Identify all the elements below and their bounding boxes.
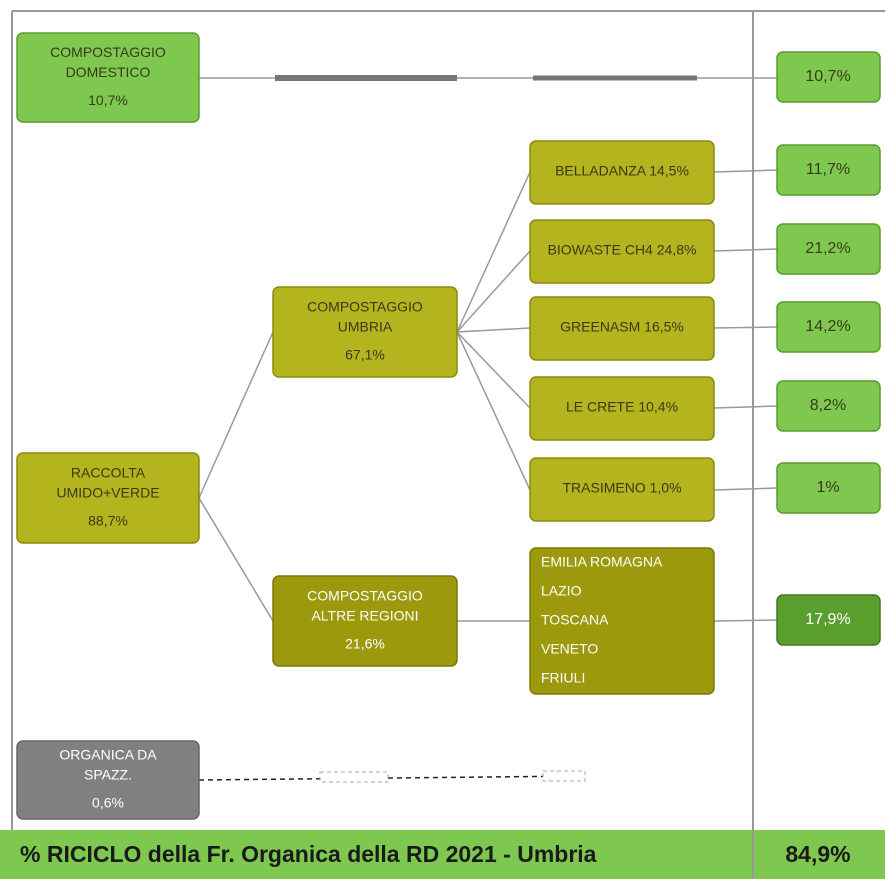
node-label: COMPOSTAGGIO: [50, 44, 166, 60]
plant-label: BELLADANZA 14,5%: [555, 163, 689, 179]
node-label: UMBRIA: [338, 319, 393, 335]
region-label: TOSCANA: [541, 612, 609, 628]
box: [529, 219, 715, 284]
plant-label: LE CRETE 10,4%: [566, 399, 678, 415]
result-label: 14,2%: [805, 318, 850, 335]
node-label: COMPOSTAGGIO: [307, 588, 423, 604]
box: [16, 32, 200, 123]
box: [776, 462, 881, 514]
node-label: 0,6%: [92, 795, 124, 811]
result-label: 11,7%: [806, 161, 850, 178]
node-label: UMIDO+VERDE: [56, 485, 159, 501]
node-label: COMPOSTAGGIO: [307, 299, 423, 315]
region-label: VENETO: [541, 641, 598, 657]
node-label: 67,1%: [345, 347, 385, 363]
connectors: [198, 75, 778, 783]
result-label: 21,2%: [805, 240, 850, 257]
region-label: FRIULI: [541, 670, 585, 686]
box: [529, 457, 715, 522]
node-label: 88,7%: [88, 513, 128, 529]
node-label: SPAZZ.: [84, 767, 132, 783]
region-label: EMILIA ROMAGNA: [541, 554, 663, 570]
box: [272, 575, 458, 667]
result-label: 10,7%: [805, 68, 850, 85]
box: [776, 51, 881, 103]
footer-banner: [0, 830, 885, 879]
result-label: 17,9%: [805, 611, 850, 628]
box: [776, 380, 881, 432]
box: [776, 594, 881, 646]
plant-label: TRASIMENO 1,0%: [562, 480, 681, 496]
node-label: 21,6%: [345, 636, 385, 652]
node-label: ORGANICA DA: [59, 747, 157, 763]
node-label: DOMESTICO: [66, 64, 151, 80]
result-label: 1%: [816, 479, 839, 496]
box: [16, 740, 200, 820]
footer-title: % RICICLO della Fr. Organica della RD 20…: [20, 841, 597, 867]
footer-value: 84,9%: [785, 841, 850, 867]
box: [529, 376, 715, 441]
box: [776, 223, 881, 275]
box: [776, 301, 881, 353]
result-label: 8,2%: [810, 397, 846, 414]
node-label: ALTRE REGIONI: [311, 608, 418, 624]
box: [529, 140, 715, 205]
box: [776, 144, 881, 196]
node-label: 10,7%: [88, 92, 128, 108]
plant-label: BIOWASTE CH4 24,8%: [548, 242, 697, 258]
box: [529, 547, 715, 695]
plant-label: GREENASM 16,5%: [560, 319, 684, 335]
region-label: LAZIO: [541, 583, 582, 599]
node-label: RACCOLTA: [71, 465, 146, 481]
box: [529, 296, 715, 361]
box: [272, 286, 458, 378]
box: [16, 452, 200, 544]
